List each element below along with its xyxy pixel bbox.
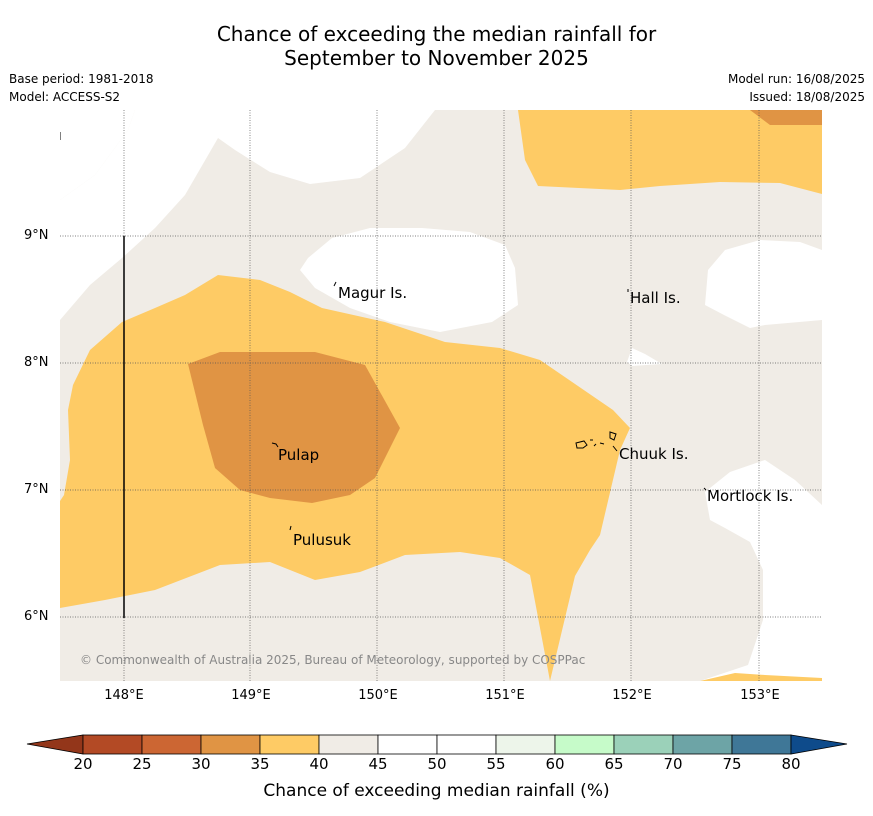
x-label-151e: 151°E: [485, 688, 525, 703]
meta-right: Model run: 16/08/2025 Issued: 18/08/2025: [728, 70, 865, 106]
y-label-9n: 9°N: [24, 228, 49, 243]
x-label-153e: 153°E: [740, 688, 780, 703]
colorbar-tick-30: 30: [191, 755, 211, 773]
colorbar-bin-65-70: [613, 734, 674, 755]
chuuk-island-shapes: [575, 431, 618, 452]
x-label-152e: 152°E: [612, 688, 652, 703]
colorbar-bin-45-50: [377, 734, 438, 755]
model-run: Model run: 16/08/2025: [727, 72, 865, 86]
band-45-55-bottom-right: [700, 460, 822, 681]
colorbar-tick-25: 25: [132, 755, 152, 773]
mortlock-island-shape: [703, 487, 707, 491]
colorbar-extend-low: [26, 734, 84, 755]
place-magur: Magur Is.: [338, 284, 408, 302]
island-shapes: [271, 281, 707, 531]
band-45-55-top-center: [60, 110, 435, 320]
colorbar-bin-50-55: [436, 734, 497, 755]
title-line-2: September to November 2025: [284, 46, 589, 70]
colorbar-extend-high: [790, 734, 848, 755]
colorbar-tick-45: 45: [368, 755, 388, 773]
y-label-8n: 8°N: [24, 355, 49, 370]
place-mortlock: Mortlock Is.: [707, 487, 794, 505]
colorbar-bin-40-45: [318, 734, 379, 755]
colorbar-bin-55-60: [495, 734, 556, 755]
colorbar-tick-55: 55: [486, 755, 506, 773]
place-pulusuk: Pulusuk: [293, 531, 351, 549]
band-30-35-pulap: [188, 352, 400, 503]
colorbar-tick-20: 20: [73, 755, 93, 773]
colorbar-tick-75: 75: [722, 755, 742, 773]
title-line-1: Chance of exceeding the median rainfall …: [216, 22, 657, 46]
copyright-notice: © Commonwealth of Australia 2025, Bureau…: [80, 653, 586, 667]
magur-island-shape: [333, 281, 337, 287]
colorbar-bin-35-40: [259, 734, 320, 755]
band-35-40-bottom: [700, 673, 822, 681]
band-45-55-sliver: [627, 348, 662, 366]
colorbar-bin-60-65: [554, 734, 615, 755]
x-label-149e: 149°E: [231, 688, 271, 703]
model-name: Model: ACCESS-S2: [9, 90, 121, 104]
colorbar-label: Chance of exceeding median rainfall (%): [263, 781, 610, 801]
colorbar-tick-80: 80: [781, 755, 801, 773]
place-chuuk: Chuuk Is.: [619, 445, 689, 463]
band-45-55-right: [705, 228, 822, 328]
map-canvas: [60, 110, 822, 681]
place-hall: Hall Is.: [630, 289, 681, 307]
rainfall-map: [60, 110, 822, 681]
pulusuk-island-shape: [289, 525, 292, 531]
colorbar-tick-65: 65: [604, 755, 624, 773]
colorbar: [26, 734, 848, 755]
colorbar-bin-70-75: [672, 734, 733, 755]
place-pulap: Pulap: [278, 446, 320, 464]
band-45-55-inner: [375, 253, 472, 310]
base-period: Base period: 1981-2018: [9, 72, 154, 86]
issued-date: Issued: 18/08/2025: [749, 90, 865, 104]
colorbar-bin-25-30: [141, 734, 202, 755]
colorbar-bin-20-25: [82, 734, 143, 755]
colorbar-tick-35: 35: [250, 755, 270, 773]
pulap-island-shape: [271, 442, 279, 448]
x-label-148e: 148°E: [104, 688, 144, 703]
band-35-40-top-right: [518, 110, 822, 194]
colorbar-tick-40: 40: [309, 755, 329, 773]
y-label-7n: 7°N: [24, 482, 49, 497]
colorbar-tick-50: 50: [427, 755, 447, 773]
y-label-6n: 6°N: [24, 609, 49, 624]
band-30-35-top-right: [750, 110, 822, 125]
x-label-150e: 150°E: [358, 688, 398, 703]
colorbar-bin-30-35: [200, 734, 261, 755]
colorbar-tick-70: 70: [663, 755, 683, 773]
band-45-55-top-left: [60, 110, 135, 200]
meta-left: Base period: 1981-2018 Model: ACCESS-S2: [9, 70, 154, 106]
map-title: Chance of exceeding the median rainfall …: [0, 22, 873, 70]
colorbar-tick-60: 60: [545, 755, 565, 773]
colorbar-bin-75-80: [731, 734, 792, 755]
